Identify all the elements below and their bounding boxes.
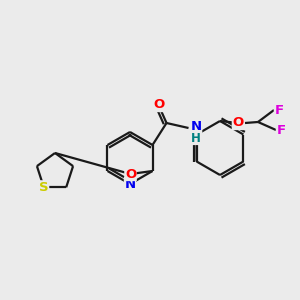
Text: O: O: [125, 167, 136, 181]
Text: O: O: [232, 116, 244, 130]
Text: F: F: [276, 124, 286, 136]
Text: H: H: [190, 131, 200, 145]
Text: F: F: [274, 103, 284, 116]
Text: O: O: [153, 98, 164, 112]
Text: N: N: [190, 121, 202, 134]
Text: N: N: [124, 178, 136, 190]
Text: S: S: [39, 181, 49, 194]
